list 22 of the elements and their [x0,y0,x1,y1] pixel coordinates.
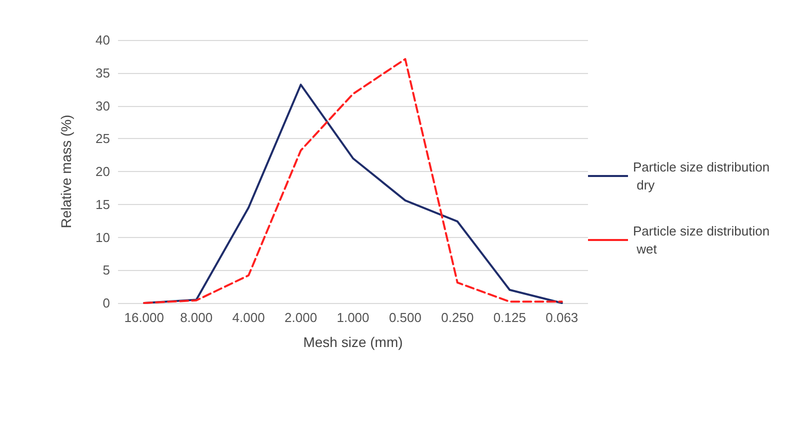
y-tick-label: 40 [96,32,110,48]
y-axis-title: Relative mass (%) [58,114,74,228]
x-tick-label: 2.000 [284,310,318,325]
y-tick-label: 20 [96,164,110,179]
y-tick-label: 15 [96,196,110,212]
x-axis-title: Mesh size (mm) [303,334,403,350]
x-tick-label: 1.000 [336,310,370,325]
x-tick-label: 0.250 [441,310,474,325]
y-tick-label: 10 [96,230,110,245]
y-tick-label: 0 [102,296,110,310]
x-tick-label: 16.000 [124,310,164,325]
x-tick-label: 0.500 [388,310,422,325]
y-tick-label: 5 [102,262,110,278]
y-tick-label: 35 [96,65,110,80]
x-tick-label: 0.125 [493,310,526,325]
x-tick-label: 0.063 [546,310,578,325]
legend-label: Particle size distribution dry [633,160,770,192]
y-tick-label: 25 [96,131,110,146]
x-tick-label: 4.000 [232,310,265,325]
legend-label: Particle size distribution wet [633,224,770,256]
y-tick-label: 30 [96,98,110,114]
x-tick-label: 8.000 [180,310,213,325]
